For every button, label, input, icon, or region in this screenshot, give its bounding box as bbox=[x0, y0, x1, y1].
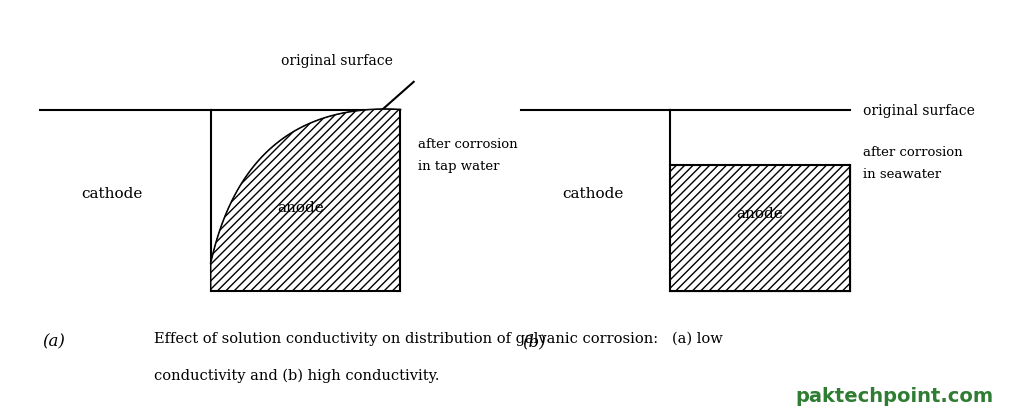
Text: Effect of solution conductivity on distribution of galvanic corrosion:   (a) low: Effect of solution conductivity on distr… bbox=[154, 331, 722, 346]
Text: after corrosion: after corrosion bbox=[418, 137, 518, 150]
Text: in seawater: in seawater bbox=[863, 168, 941, 181]
Text: in tap water: in tap water bbox=[418, 160, 500, 173]
Text: (b): (b) bbox=[522, 333, 547, 350]
Text: original surface: original surface bbox=[282, 54, 393, 67]
Text: cathode: cathode bbox=[81, 187, 142, 201]
Text: conductivity and (b) high conductivity.: conductivity and (b) high conductivity. bbox=[154, 368, 439, 382]
Text: anode: anode bbox=[278, 201, 325, 215]
Text: paktechpoint.com: paktechpoint.com bbox=[796, 386, 993, 405]
Text: cathode: cathode bbox=[562, 187, 624, 201]
Text: anode: anode bbox=[736, 207, 783, 220]
Polygon shape bbox=[211, 110, 400, 291]
Polygon shape bbox=[670, 166, 850, 291]
Text: (a): (a) bbox=[42, 333, 65, 350]
Text: original surface: original surface bbox=[863, 103, 975, 117]
Text: after corrosion: after corrosion bbox=[863, 146, 963, 159]
